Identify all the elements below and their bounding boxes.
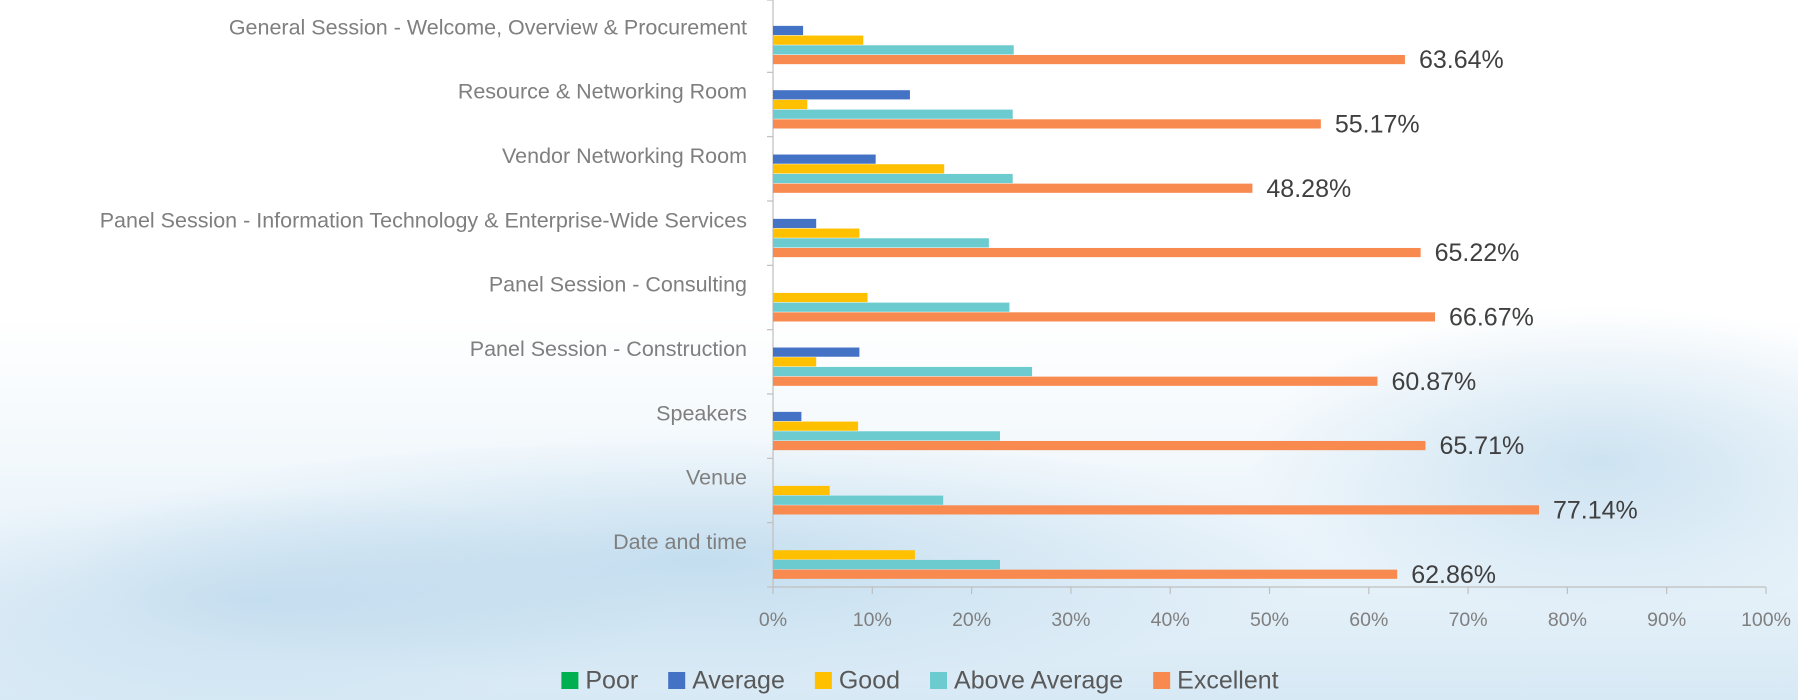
data-label: 65.71% bbox=[1440, 432, 1525, 460]
bar bbox=[773, 90, 910, 99]
data-label: 63.64% bbox=[1419, 46, 1504, 74]
bar bbox=[773, 100, 807, 109]
legend-swatch bbox=[561, 672, 578, 689]
bar bbox=[773, 312, 1435, 321]
legend-swatch bbox=[1153, 672, 1170, 689]
bar bbox=[773, 293, 868, 302]
bar bbox=[773, 26, 803, 35]
bar bbox=[773, 560, 1000, 569]
bar bbox=[773, 229, 859, 238]
category-label: Venue bbox=[686, 466, 747, 490]
category-label: Date and time bbox=[613, 530, 747, 554]
legend-label: Excellent bbox=[1177, 667, 1278, 695]
legend-label: Poor bbox=[585, 667, 638, 695]
bar bbox=[773, 377, 1377, 386]
bar bbox=[773, 357, 816, 366]
bar bbox=[773, 550, 915, 559]
bar bbox=[773, 303, 1009, 312]
bar bbox=[773, 45, 1014, 54]
x-tick-label: 60% bbox=[1349, 609, 1388, 631]
x-tick-label: 80% bbox=[1548, 609, 1587, 631]
bar bbox=[773, 119, 1321, 128]
bar bbox=[773, 441, 1426, 450]
data-label: 55.17% bbox=[1335, 111, 1420, 139]
bar bbox=[773, 496, 943, 505]
x-tick-label: 70% bbox=[1449, 609, 1488, 631]
chart: 0% 10% 20% 30% 40% 50% 60% 70% 80% 90% 100% General… bbox=[0, 0, 1798, 700]
legend-label: Average bbox=[692, 667, 785, 695]
bar bbox=[773, 219, 816, 228]
legend-label: Above Average bbox=[954, 667, 1123, 695]
bar bbox=[773, 412, 801, 421]
bar bbox=[773, 238, 989, 247]
data-label: 62.86% bbox=[1411, 561, 1496, 589]
bar bbox=[773, 164, 944, 173]
category-label: Vendor Networking Room bbox=[502, 144, 747, 168]
page: {"chart_data": {"type": "bar", "orientat… bbox=[0, 0, 1798, 700]
category-label: General Session - Welcome, Overview & Pr… bbox=[229, 15, 747, 39]
x-tick-label: 20% bbox=[952, 609, 991, 631]
bar bbox=[773, 55, 1405, 64]
data-label: 65.22% bbox=[1435, 239, 1520, 267]
data-label: 48.28% bbox=[1266, 175, 1351, 203]
bar bbox=[773, 422, 858, 431]
category-label: Panel Session - Information Technology &… bbox=[100, 208, 747, 232]
x-tick-label: 90% bbox=[1647, 609, 1686, 631]
category-label: Panel Session - Construction bbox=[470, 337, 747, 361]
bar bbox=[773, 184, 1252, 193]
legend-swatch bbox=[668, 672, 685, 689]
bar bbox=[773, 348, 859, 357]
x-tick-label: 10% bbox=[853, 609, 892, 631]
x-tick-label: 40% bbox=[1151, 609, 1190, 631]
bar bbox=[773, 570, 1397, 579]
bar bbox=[773, 174, 1013, 183]
bar bbox=[773, 155, 876, 164]
x-tick-label: 30% bbox=[1051, 609, 1090, 631]
bar bbox=[773, 486, 830, 495]
legend-label: Good bbox=[839, 667, 900, 695]
category-label: Speakers bbox=[656, 401, 747, 425]
category-label: Resource & Networking Room bbox=[458, 80, 747, 104]
bar bbox=[773, 36, 863, 45]
category-label: Panel Session - Consulting bbox=[489, 273, 747, 297]
bar bbox=[773, 367, 1032, 376]
legend-swatch bbox=[930, 672, 947, 689]
bar bbox=[773, 431, 1000, 440]
data-label: 66.67% bbox=[1449, 304, 1534, 332]
data-label: 60.87% bbox=[1391, 368, 1476, 396]
legend-swatch bbox=[815, 672, 832, 689]
bar bbox=[773, 110, 1013, 119]
x-tick-label: 0% bbox=[759, 609, 787, 631]
x-tick-label: 50% bbox=[1250, 609, 1289, 631]
bar bbox=[773, 248, 1421, 257]
x-tick-label: 100% bbox=[1741, 609, 1791, 631]
data-label: 77.14% bbox=[1553, 497, 1638, 525]
bar bbox=[773, 505, 1539, 514]
